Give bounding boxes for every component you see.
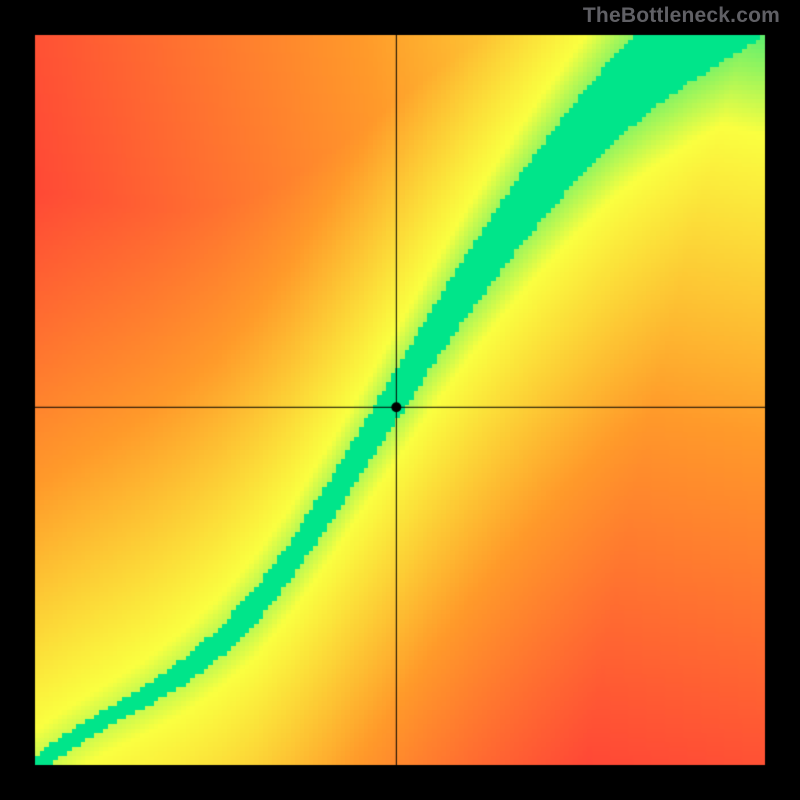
watermark-text: TheBottleneck.com: [583, 4, 780, 28]
bottleneck-heatmap: [0, 0, 800, 800]
chart-container: TheBottleneck.com: [0, 0, 800, 800]
